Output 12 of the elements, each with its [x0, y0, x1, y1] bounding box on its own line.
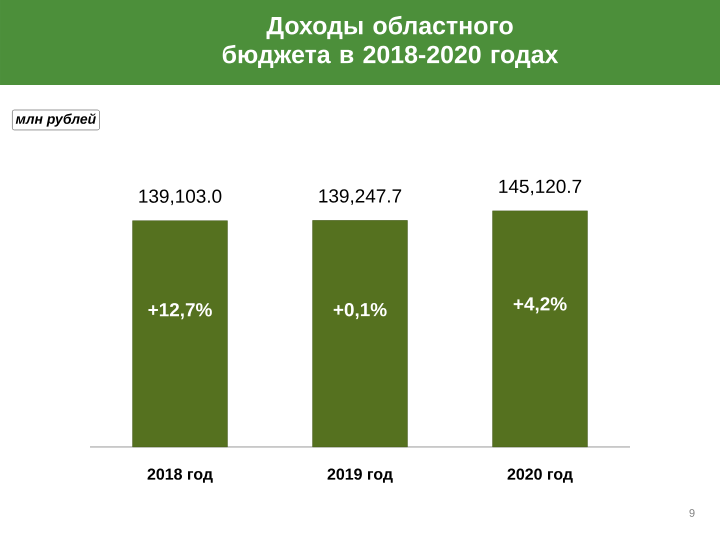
- annotation: +0,1%: [334, 302, 387, 320]
- annotation: +12,7%: [148, 303, 212, 320]
- annotation: +4,2%: [514, 297, 567, 314]
- text: млн рублей: [16, 113, 96, 127]
- text: 9: [689, 509, 695, 517]
- data-label: 139,247.7: [319, 189, 402, 205]
- data-label: 145,120.7: [499, 180, 582, 196]
- data-label: 139,103.0: [139, 189, 222, 206]
- x-tick-label: 2020 год: [508, 468, 573, 483]
- chart-title: Доходы областного бюджета в 2018-2020 годах: [222, 16, 558, 68]
- x-tick-label: 2018 год: [148, 468, 213, 483]
- x-tick-label: 2019 год: [328, 468, 393, 483]
